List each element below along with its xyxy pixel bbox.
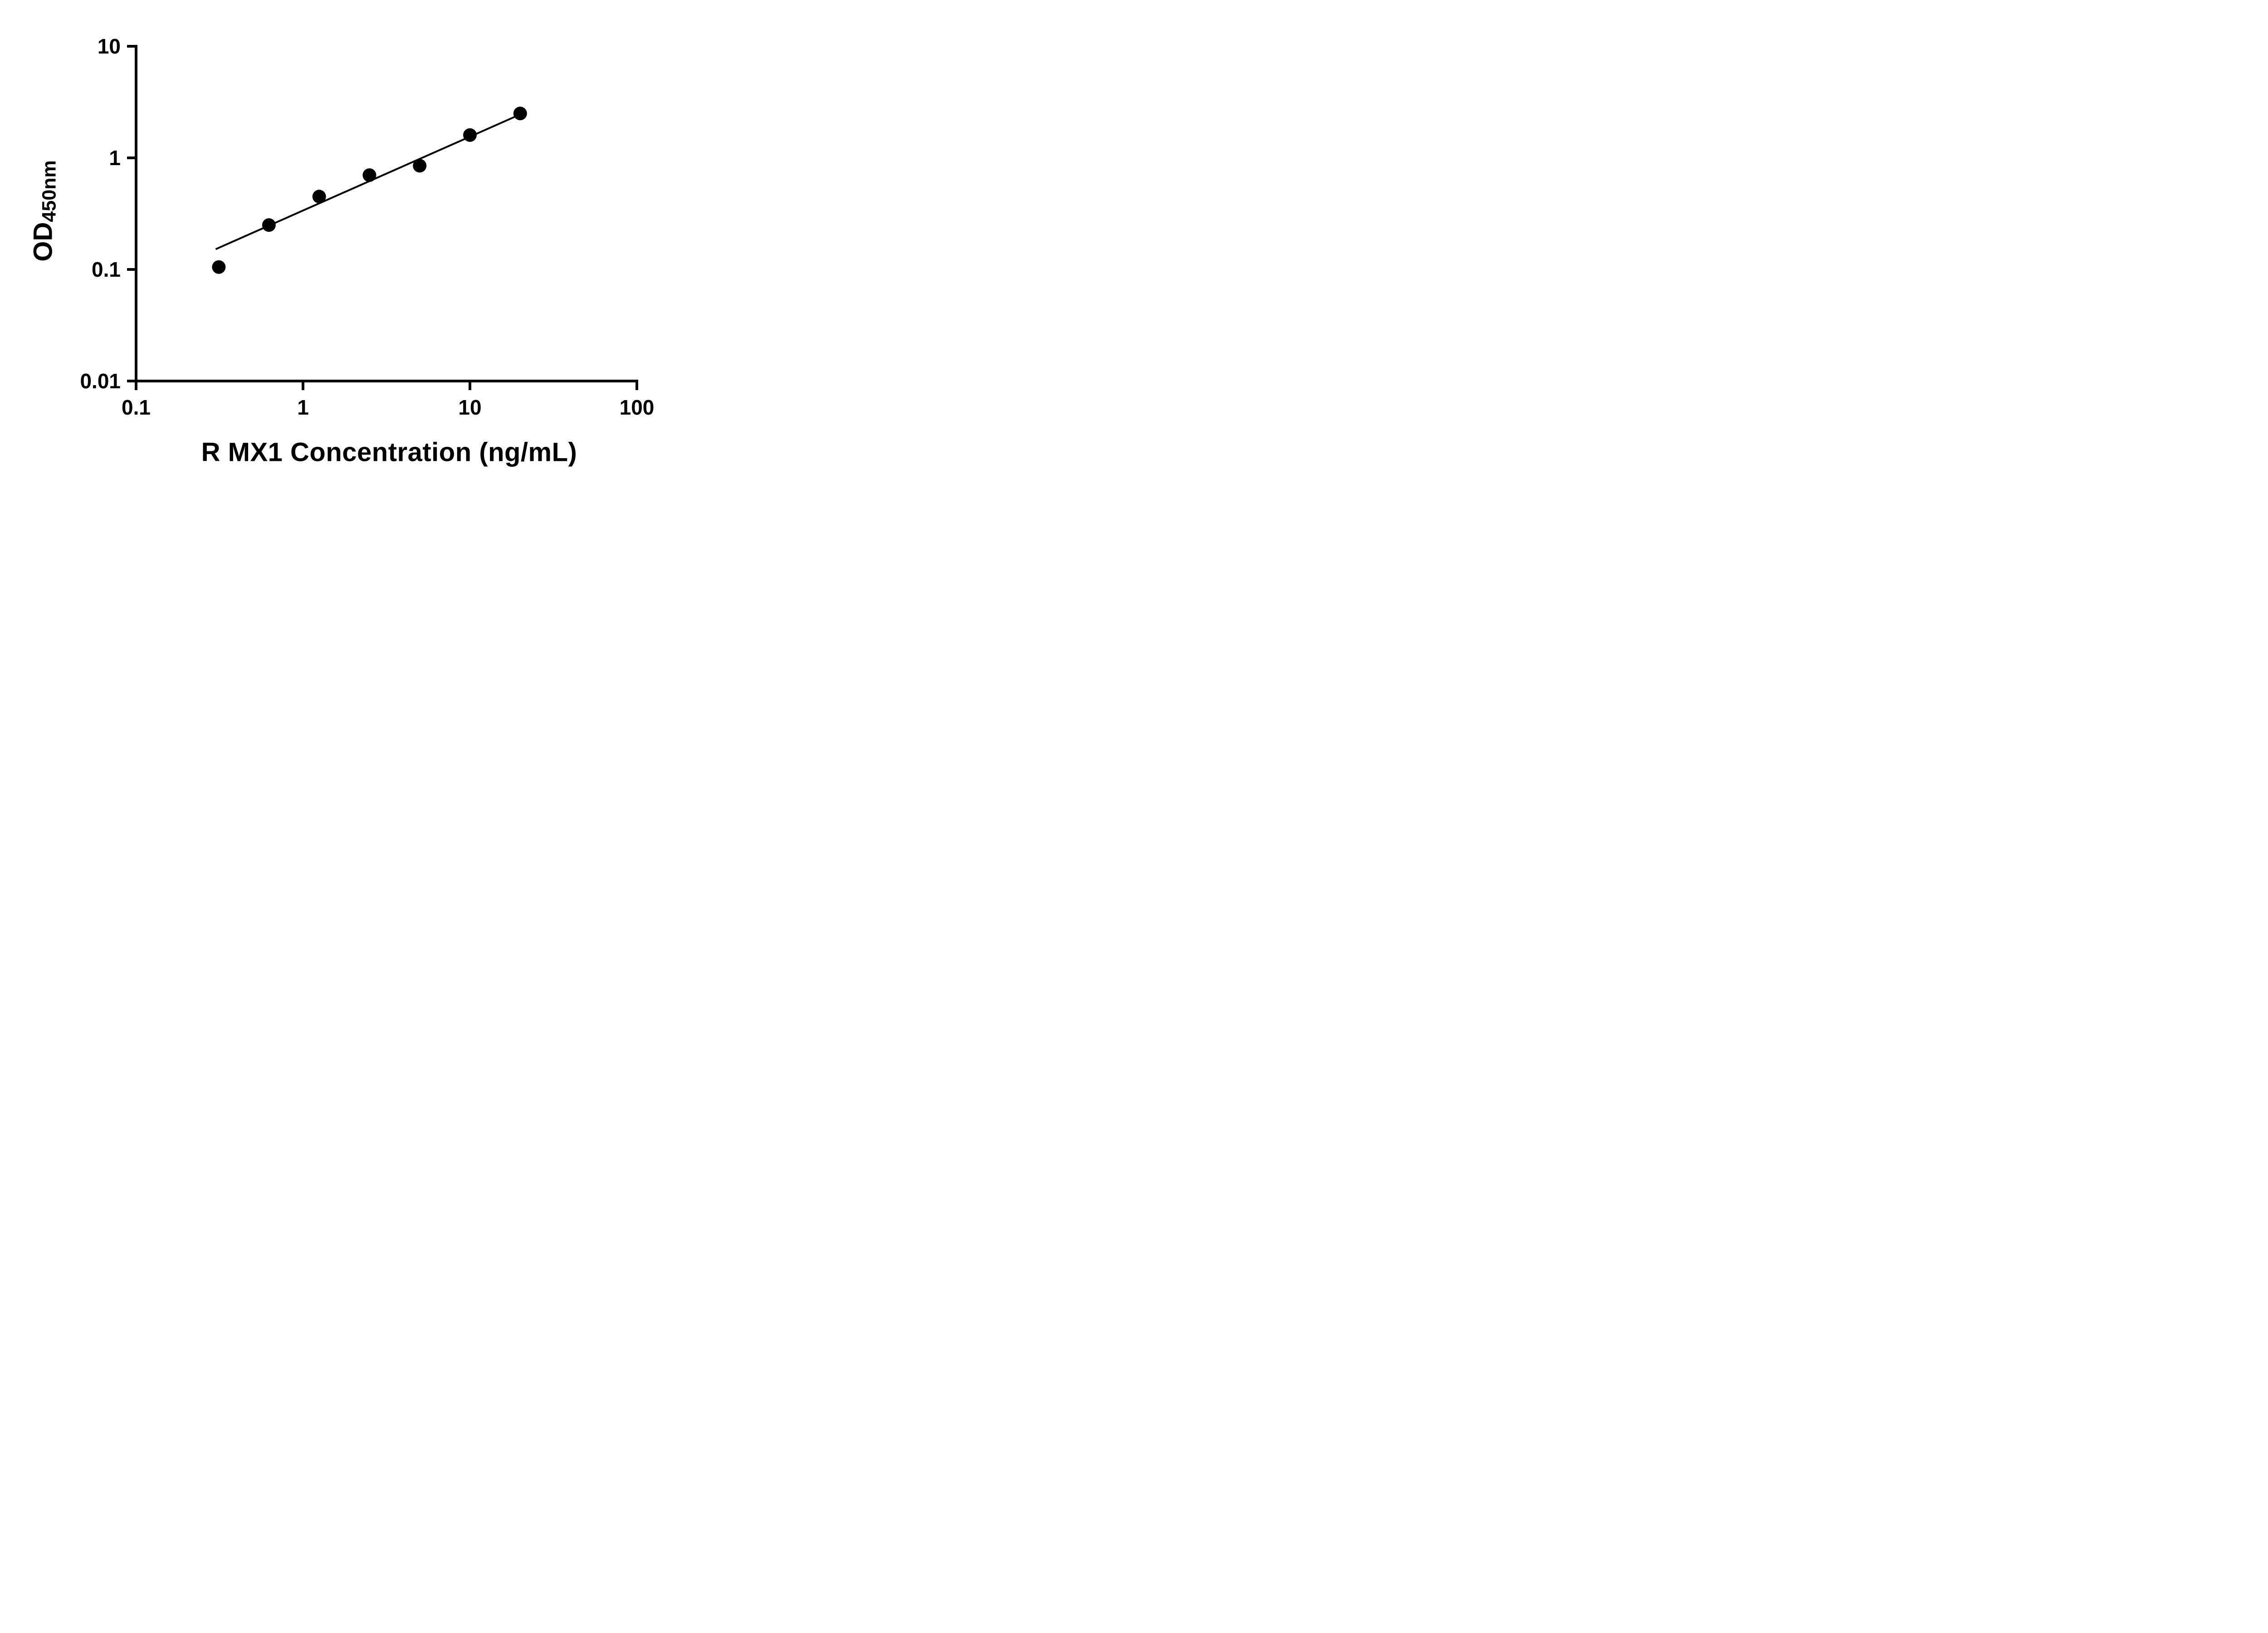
data-point (362, 168, 376, 182)
x-axis-title: R MX1 Concentration (ng/mL) (201, 437, 577, 467)
y-tick-label: 10 (98, 34, 121, 58)
y-axis-title: OD450nm (28, 160, 60, 262)
data-point (413, 159, 427, 173)
y-axis-title-main: OD (28, 222, 58, 262)
figure: 0.1 1 10 100 0.01 0.1 1 10 OD450nm R MX1 Concen… (0, 0, 699, 490)
data-point (262, 218, 276, 232)
data-point (212, 260, 226, 274)
y-tick-label: 1 (109, 146, 121, 170)
x-tick-label: 100 (620, 396, 655, 419)
y-tick-label: 0.1 (92, 258, 121, 281)
x-tick-label: 1 (297, 396, 309, 419)
data-point (513, 107, 527, 121)
x-tick-label: 0.1 (122, 396, 151, 419)
data-point (463, 128, 477, 142)
y-axis-title-sub: 450nm (38, 160, 60, 222)
data-point (312, 190, 326, 204)
y-tick-label: 0.01 (80, 369, 121, 393)
x-tick-label: 10 (458, 396, 481, 419)
